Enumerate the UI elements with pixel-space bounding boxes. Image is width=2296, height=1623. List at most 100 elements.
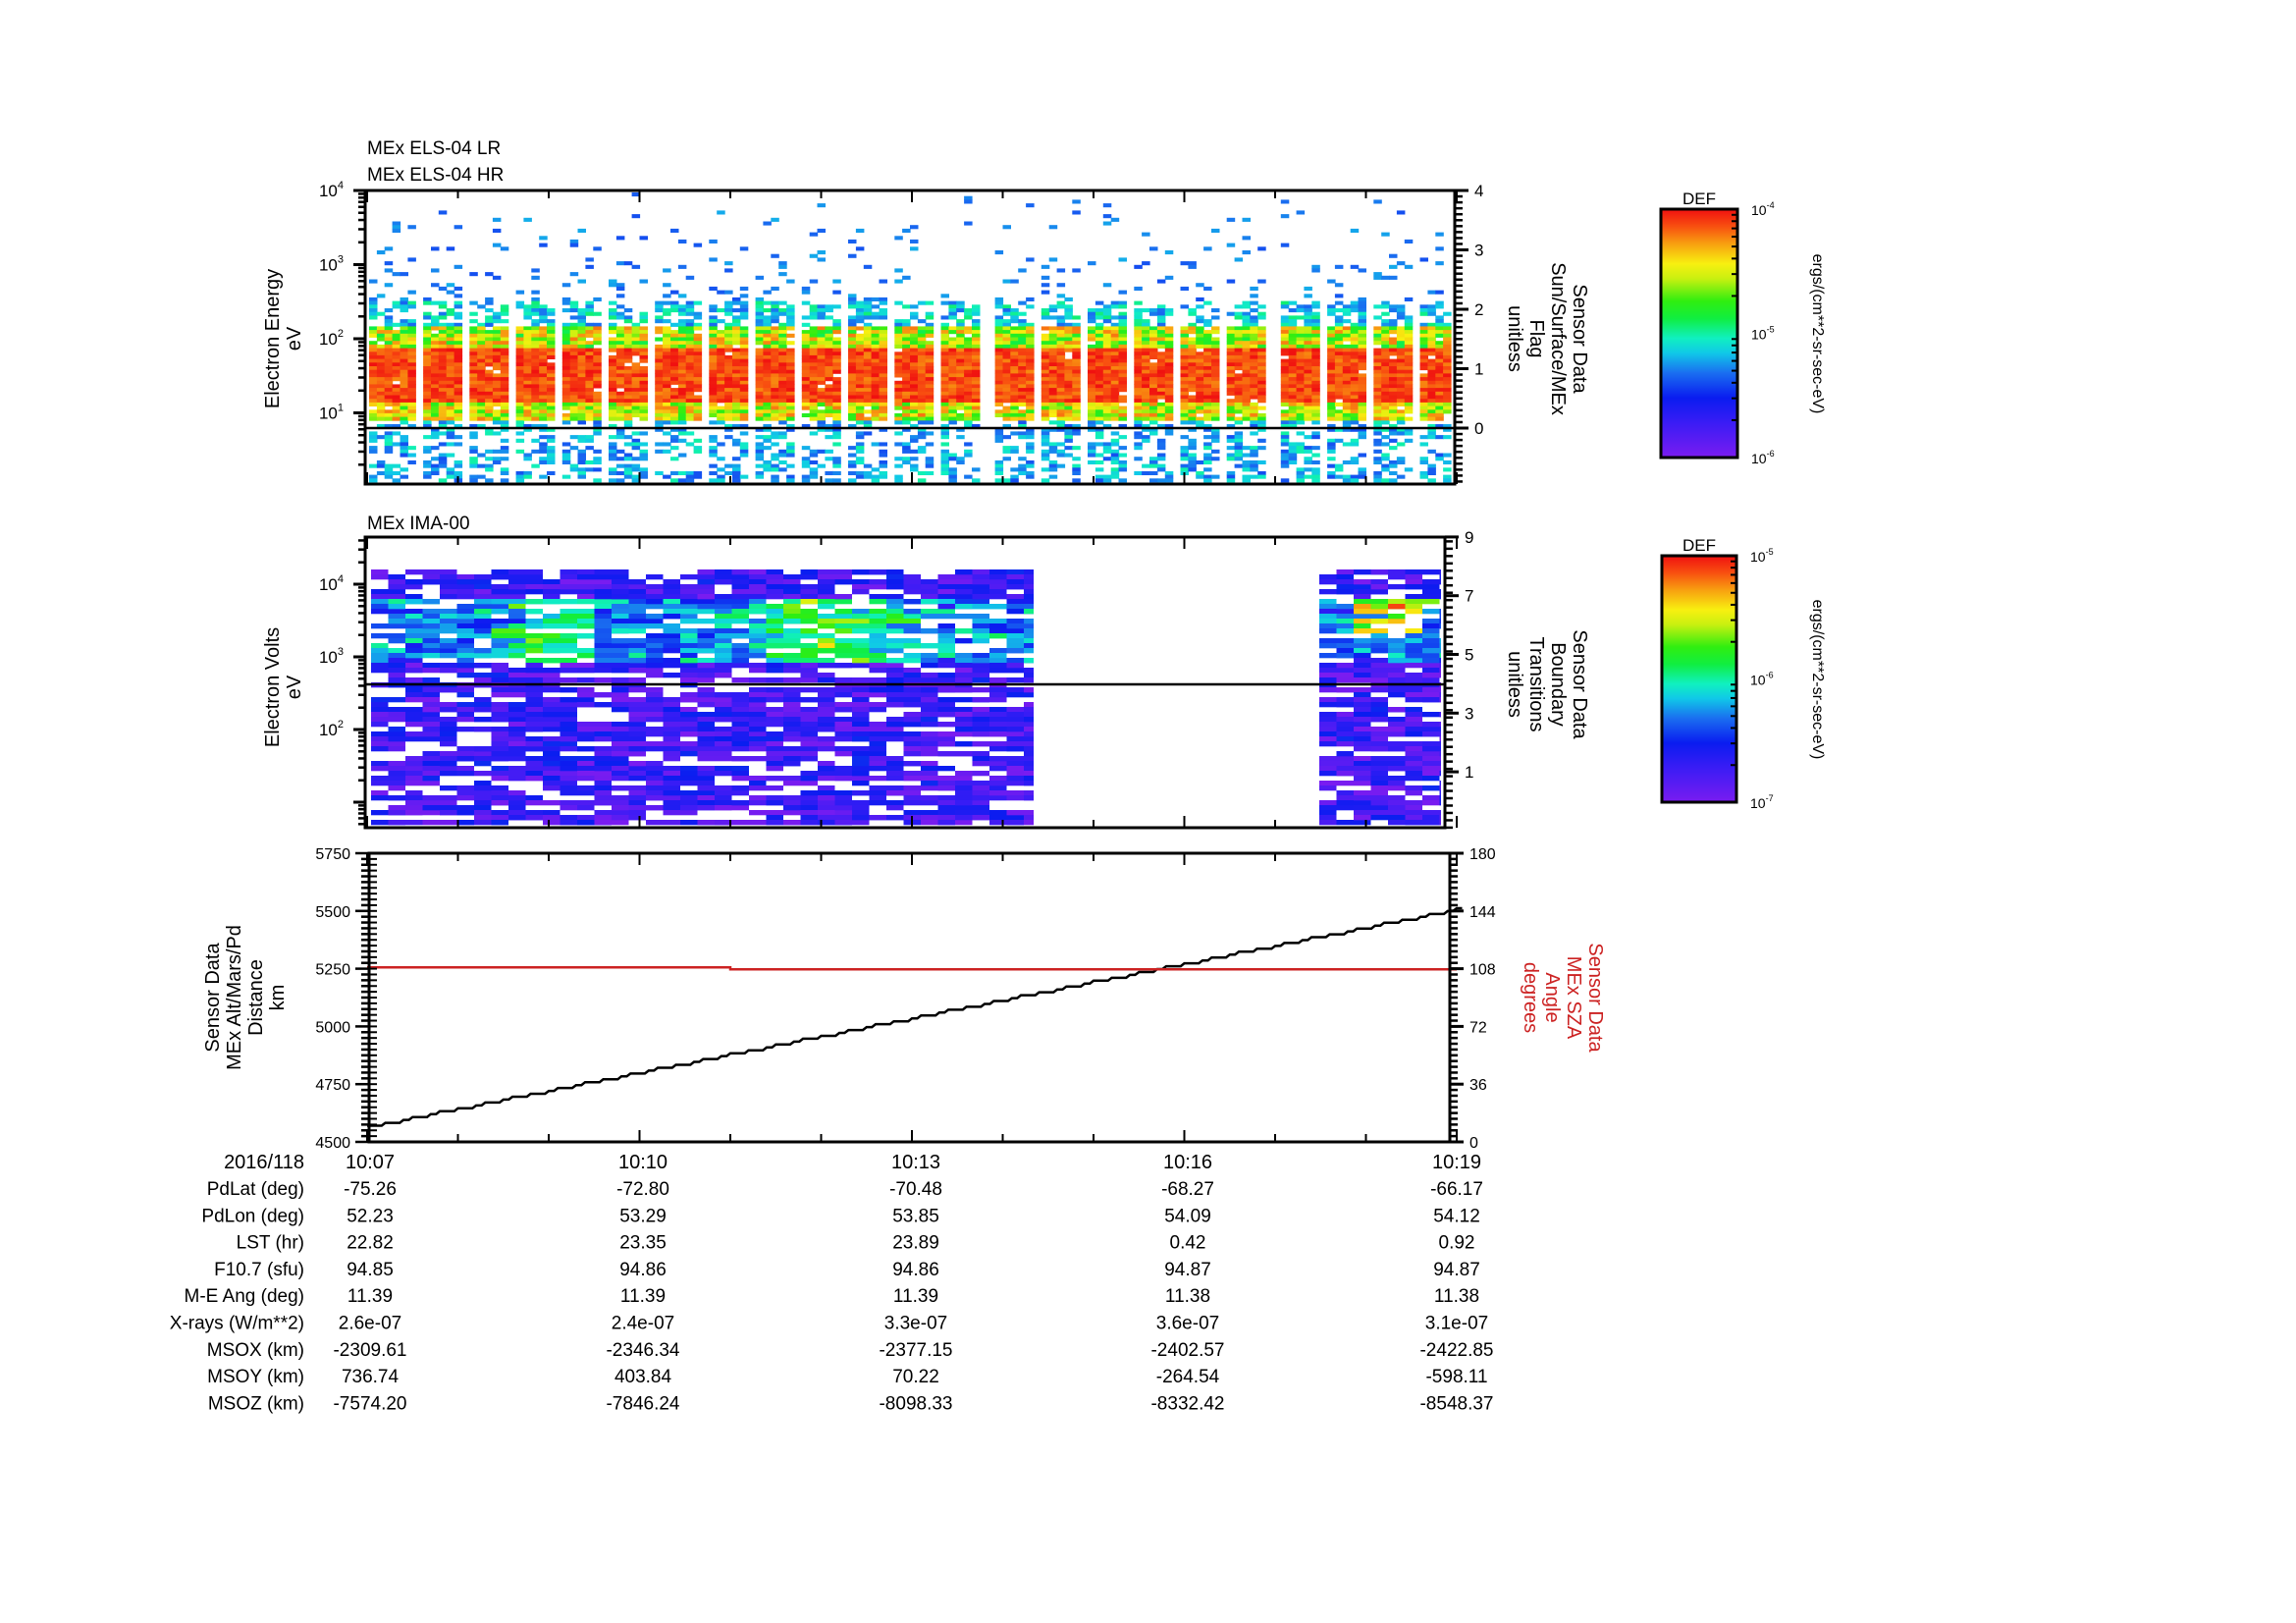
els-colorbar-units: ergs/(cm**2-sr-sec-eV): [1809, 254, 1826, 414]
ima-y-axis: 102 103 104: [319, 539, 365, 826]
els-colorbar: DEF 10-4 10-5 10-6 ergs/(cm**2-sr-sec-eV): [1659, 189, 1826, 466]
els-y2-axis: 0 1 2 3 4: [1455, 182, 1483, 483]
colorbar-tick-label: 10-6: [1751, 449, 1775, 466]
annotation-value: -2377.15: [879, 1340, 952, 1361]
panel-ima: MEx IMA-00 102 103 104 1 3 5 7 9 Electron Volt…: [262, 514, 1590, 830]
els-ylabel-2: eV: [284, 326, 305, 351]
time-tick-label: 10:10: [618, 1152, 667, 1173]
distance-ylabel-4: km: [267, 985, 289, 1011]
ima-y2label-3: Transitions: [1525, 636, 1547, 731]
annotation-value: 3.1e-07: [1425, 1314, 1488, 1334]
y-tick-label: 102: [319, 719, 344, 739]
annotation-value: -2422.85: [1419, 1340, 1493, 1361]
ima-y2label-2: Boundary: [1547, 642, 1569, 727]
altitude-line: [367, 906, 1463, 1127]
distance-time-ticks: [366, 853, 1458, 1142]
y-tick-label: 103: [319, 646, 344, 667]
annotation-label: MSOX (km): [207, 1340, 304, 1361]
annotation-value: 23.35: [619, 1233, 667, 1254]
annotation-value: -7574.20: [333, 1393, 406, 1414]
y-tick-label: 180: [1469, 846, 1496, 863]
annotation-value: 23.89: [892, 1233, 939, 1254]
annotation-value: 11.39: [620, 1286, 666, 1307]
y-tick-label: 0: [1474, 419, 1483, 438]
annotation-value: -75.26: [344, 1179, 397, 1200]
annotation-value: 70.22: [892, 1367, 939, 1387]
panel-ima-title: MEx IMA-00: [367, 514, 470, 534]
y-tick-label: 3: [1474, 242, 1483, 260]
annotation-value: -8548.37: [1419, 1393, 1493, 1414]
annotation-value: -72.80: [616, 1179, 669, 1200]
y-tick-label: 72: [1469, 1019, 1487, 1036]
ima-y2label-1: Sensor Data: [1569, 629, 1590, 739]
annotation-value: 94.86: [892, 1260, 939, 1280]
annotation-value: 11.38: [1434, 1286, 1479, 1307]
annotation-value: 3.3e-07: [884, 1314, 947, 1334]
ima-colorbar: DEF 10-5 10-6 10-7 ergs/(cm**2-sr-sec-eV): [1660, 536, 1826, 811]
annotation-value: -2309.61: [333, 1340, 406, 1361]
annotation-value: 11.38: [1165, 1286, 1210, 1307]
colorbar-tick-label: 10-5: [1750, 547, 1774, 565]
els-y2label-1: Sensor Data: [1569, 284, 1590, 394]
time-annotation-table: 2016/118 10:07 10:10 10:13 10:16 10:19 PdLat…: [170, 1152, 1494, 1414]
annotation-value: 53.85: [892, 1206, 939, 1226]
els-colorbar-title: DEF: [1682, 189, 1716, 208]
y-tick-label: 5: [1465, 646, 1473, 665]
sza-ylabel: Sensor Data MEx SZA Angle degrees: [1520, 943, 1606, 1053]
els-time-ticks: [366, 190, 1458, 484]
annotation-value: 94.87: [1164, 1260, 1211, 1280]
y-tick-label: 4750: [315, 1077, 350, 1094]
panel-els-title-2: MEx ELS-04 HR: [367, 165, 504, 186]
annotation-value: 2.6e-07: [339, 1314, 401, 1334]
annotation-value: 54.12: [1433, 1206, 1480, 1226]
distance-ylabel: Sensor Data MEx Alt/Mars/Pd Distance km: [202, 925, 289, 1070]
y-tick-label: 4: [1474, 182, 1483, 200]
ima-y2label-4: unitless: [1504, 651, 1525, 718]
annotation-value: -598.11: [1425, 1367, 1487, 1387]
y-tick-label: 5750: [315, 846, 350, 863]
ima-y2label: Sensor Data Boundary Transitions unitles…: [1504, 629, 1590, 739]
annotation-value: 22.82: [347, 1233, 394, 1254]
annotation-value: 2.4e-07: [612, 1314, 674, 1334]
y-tick-label: 3: [1465, 704, 1473, 723]
y-tick-label: 5000: [315, 1019, 350, 1036]
annotation-value: -66.17: [1430, 1179, 1483, 1200]
y-tick-label: 1: [1474, 360, 1483, 379]
annotation-value: 403.84: [614, 1367, 672, 1387]
distance-ylabel-1: Sensor Data: [202, 943, 224, 1053]
annotation-value: -2346.34: [606, 1340, 679, 1361]
annotation-rows: PdLat (deg) -75.26 -72.80 -70.48 -68.27 -66.1…: [170, 1179, 1494, 1414]
time-tick-label: 10:19: [1432, 1152, 1481, 1173]
ima-spectrogram: [371, 569, 1441, 826]
colorbar-tick-label: 10-4: [1751, 200, 1775, 218]
els-y-axis: 101 102 103 104: [319, 180, 365, 466]
annotation-label: MSOZ (km): [208, 1393, 304, 1414]
y-tick-label: 36: [1469, 1077, 1487, 1094]
annotation-label: X-rays (W/m**2): [170, 1314, 304, 1334]
ima-time-ticks: [366, 537, 1458, 828]
y-tick-label: 5500: [315, 904, 350, 921]
ima-colorbar-gradient: [1660, 554, 1738, 804]
annotation-value: -264.54: [1156, 1367, 1220, 1387]
sza-ylabel-3: Angle: [1541, 972, 1563, 1022]
els-colorbar-ticks: 10-4 10-5 10-6: [1732, 200, 1775, 466]
distance-y-axis: 4500 4750 5000 5250 5500 5750: [315, 846, 377, 1152]
ima-colorbar-ticks: 10-5 10-6 10-7: [1731, 547, 1774, 811]
annotation-value: -68.27: [1161, 1179, 1214, 1200]
time-tick-label: 10:07: [346, 1152, 395, 1173]
colorbar-tick-label: 10-6: [1750, 671, 1774, 688]
distance-plot-frame: [367, 851, 1452, 1144]
y-tick-label: 4500: [315, 1135, 350, 1152]
y-tick-label: 102: [319, 328, 344, 349]
y-tick-label: 104: [319, 180, 344, 200]
distance-ylabel-2: MEx Alt/Mars/Pd: [224, 925, 245, 1070]
panel-els: MEx ELS-04 LR MEx ELS-04 HR 101102103104…: [262, 138, 1590, 486]
sza-ylabel-4: degrees: [1520, 962, 1541, 1033]
annotation-value: -8098.33: [879, 1393, 952, 1414]
annotation-label: PdLon (deg): [201, 1206, 304, 1226]
annotation-value: 0.42: [1170, 1233, 1206, 1254]
time-tick-label: 10:16: [1163, 1152, 1212, 1173]
y-tick-label: 101: [319, 403, 344, 423]
